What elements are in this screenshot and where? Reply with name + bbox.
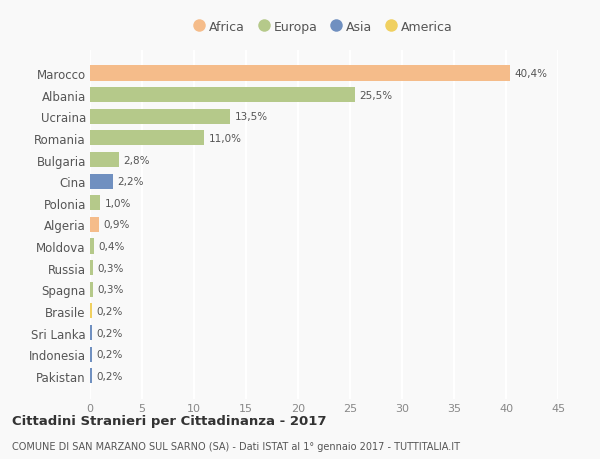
Bar xyxy=(90,131,205,146)
Bar xyxy=(90,110,230,124)
Text: 13,5%: 13,5% xyxy=(235,112,268,122)
Text: 0,2%: 0,2% xyxy=(96,349,122,359)
Text: 0,3%: 0,3% xyxy=(97,285,124,295)
Bar xyxy=(90,261,93,275)
Text: 2,2%: 2,2% xyxy=(117,177,143,187)
Bar xyxy=(90,174,113,189)
Text: 1,0%: 1,0% xyxy=(104,198,131,208)
Text: 0,2%: 0,2% xyxy=(96,371,122,381)
Bar xyxy=(90,282,93,297)
Bar xyxy=(90,218,100,232)
Bar xyxy=(90,304,92,319)
Bar xyxy=(90,153,119,168)
Text: 0,2%: 0,2% xyxy=(96,328,122,338)
Text: 25,5%: 25,5% xyxy=(359,90,392,101)
Bar xyxy=(90,88,355,103)
Text: 0,9%: 0,9% xyxy=(104,220,130,230)
Legend: Africa, Europa, Asia, America: Africa, Europa, Asia, America xyxy=(191,17,457,37)
Bar xyxy=(90,347,92,362)
Bar xyxy=(90,325,92,340)
Bar xyxy=(90,369,92,383)
Bar xyxy=(90,239,94,254)
Bar xyxy=(90,196,100,211)
Text: 11,0%: 11,0% xyxy=(209,134,242,144)
Text: 0,3%: 0,3% xyxy=(97,263,124,273)
Text: COMUNE DI SAN MARZANO SUL SARNO (SA) - Dati ISTAT al 1° gennaio 2017 - TUTTITALI: COMUNE DI SAN MARZANO SUL SARNO (SA) - D… xyxy=(12,441,460,451)
Bar xyxy=(90,67,510,81)
Text: 40,4%: 40,4% xyxy=(514,69,547,79)
Text: Cittadini Stranieri per Cittadinanza - 2017: Cittadini Stranieri per Cittadinanza - 2… xyxy=(12,414,326,428)
Text: 2,8%: 2,8% xyxy=(123,155,150,165)
Text: 0,4%: 0,4% xyxy=(98,241,125,252)
Text: 0,2%: 0,2% xyxy=(96,306,122,316)
